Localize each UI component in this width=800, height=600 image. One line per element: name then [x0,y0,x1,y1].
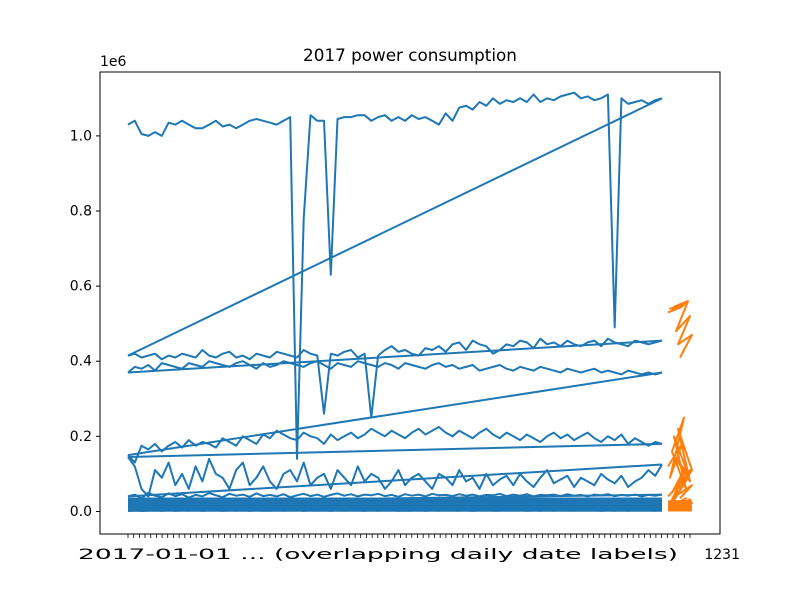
line-series-overlay-1 [667,300,693,358]
series-wrap-connector-3 [127,371,663,457]
overlay-dense-block [668,500,692,512]
line-series-main-4 [127,426,663,464]
y-tick-label: 0.0 [70,504,92,520]
y-axis: 0.0 0.2 0.4 0.6 0.8 1.0 [70,128,100,520]
line-series-overlay-2 [667,416,693,490]
y-tick-label: 0.4 [70,354,92,370]
series-wrap-connector-4 [127,442,663,458]
line-series-main-5 [127,456,663,498]
plot-area-frame [99,71,721,535]
y-tick-label: 0.6 [70,279,92,295]
y-tick-label: 0.8 [70,204,92,220]
y-tick-label: 0.2 [70,429,92,445]
x-tick-label-end: 1231 [704,547,740,563]
y-offset-label: 1e6 [100,54,127,70]
line-series-main-1 [127,91,663,460]
x-axis: 2017-01-01 ... (overlapping daily date l… [78,534,740,563]
series-wrap-connector-1 [127,97,663,357]
series-wrap-connector-2 [127,339,663,374]
line-series-main-3 [127,360,663,376]
chart-title: 2017 power consumption [303,45,517,65]
x-tick-labels-overlapping: 2017-01-01 ... (overlapping daily date l… [78,547,678,563]
series-wrap-connector-5 [127,463,663,498]
y-tick-label: 1.0 [70,128,92,144]
series-layer [127,91,693,512]
line-series-main-2 [127,337,663,419]
